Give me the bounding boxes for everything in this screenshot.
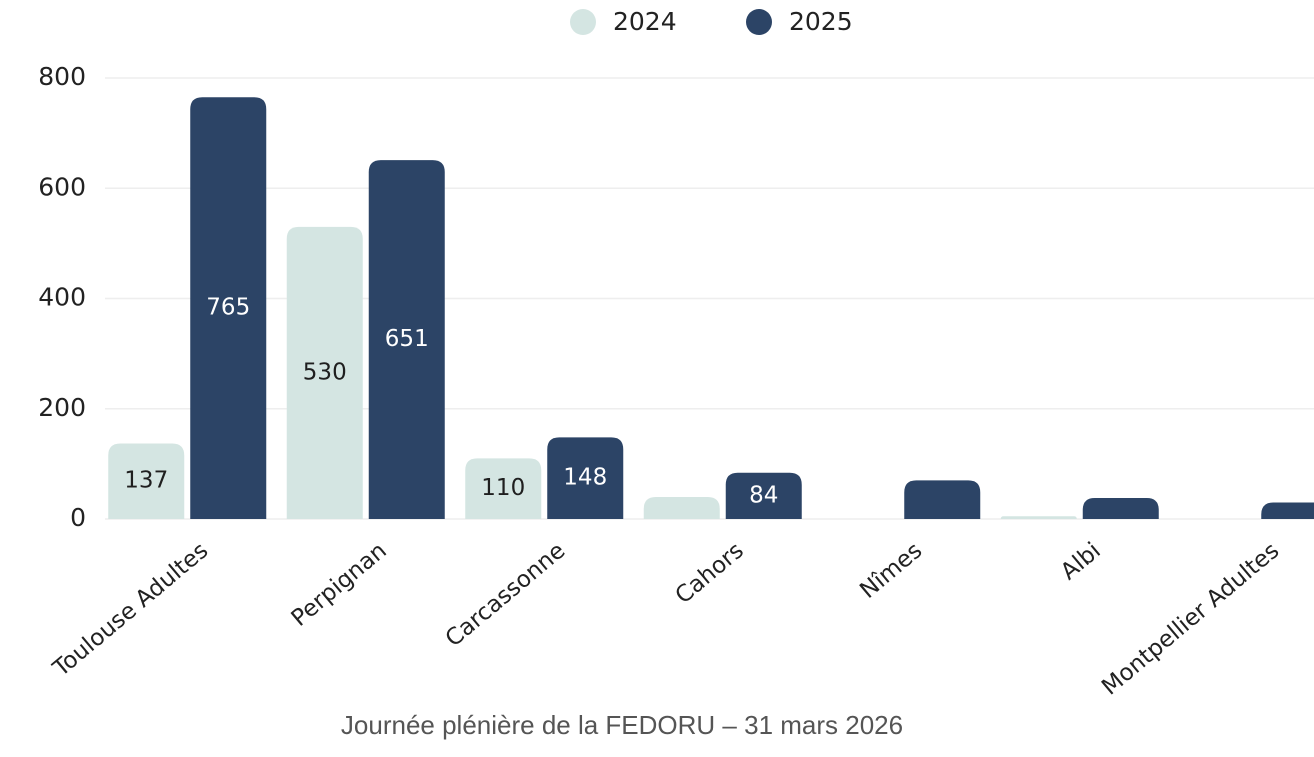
bar [547,437,624,519]
value-label: 765 [206,295,250,321]
bar [190,97,267,519]
x-tick-label: Montpellier Adultes [1097,538,1284,701]
x-tick-label: Nîmes [855,538,927,604]
y-tick-label: 200 [38,393,86,422]
bar [368,160,445,520]
bar [286,226,363,519]
bar [108,443,185,519]
legend-swatch [746,9,772,35]
legend-swatch [570,9,596,35]
legend-label: 2024 [613,7,677,36]
value-label: 110 [481,475,525,501]
bar [465,458,542,519]
bar [643,496,720,519]
y-tick-label: 600 [38,172,86,201]
bar [1082,498,1159,519]
bar [1261,502,1314,519]
bar [725,472,802,519]
value-label: 137 [124,468,168,494]
value-label: 84 [749,482,778,508]
bar [904,480,981,519]
x-tick-label: Carcassonne [441,538,570,653]
value-label: 530 [303,359,347,385]
legend-label: 2025 [789,7,853,36]
x-tick-label: Albi [1056,538,1106,586]
value-label: 148 [563,465,607,491]
y-tick-label: 400 [38,283,86,312]
bar [1000,516,1077,519]
y-tick-label: 800 [38,62,86,91]
footer: Journée plénière de la FEDORU – 31 mars … [341,710,903,740]
y-tick-label: 0 [70,503,86,532]
x-tick-label: Perpignan [287,538,392,632]
x-tick-label: Toulouse Adultes [48,538,214,683]
value-label: 651 [385,326,429,352]
x-tick-label: Cahors [671,538,749,610]
